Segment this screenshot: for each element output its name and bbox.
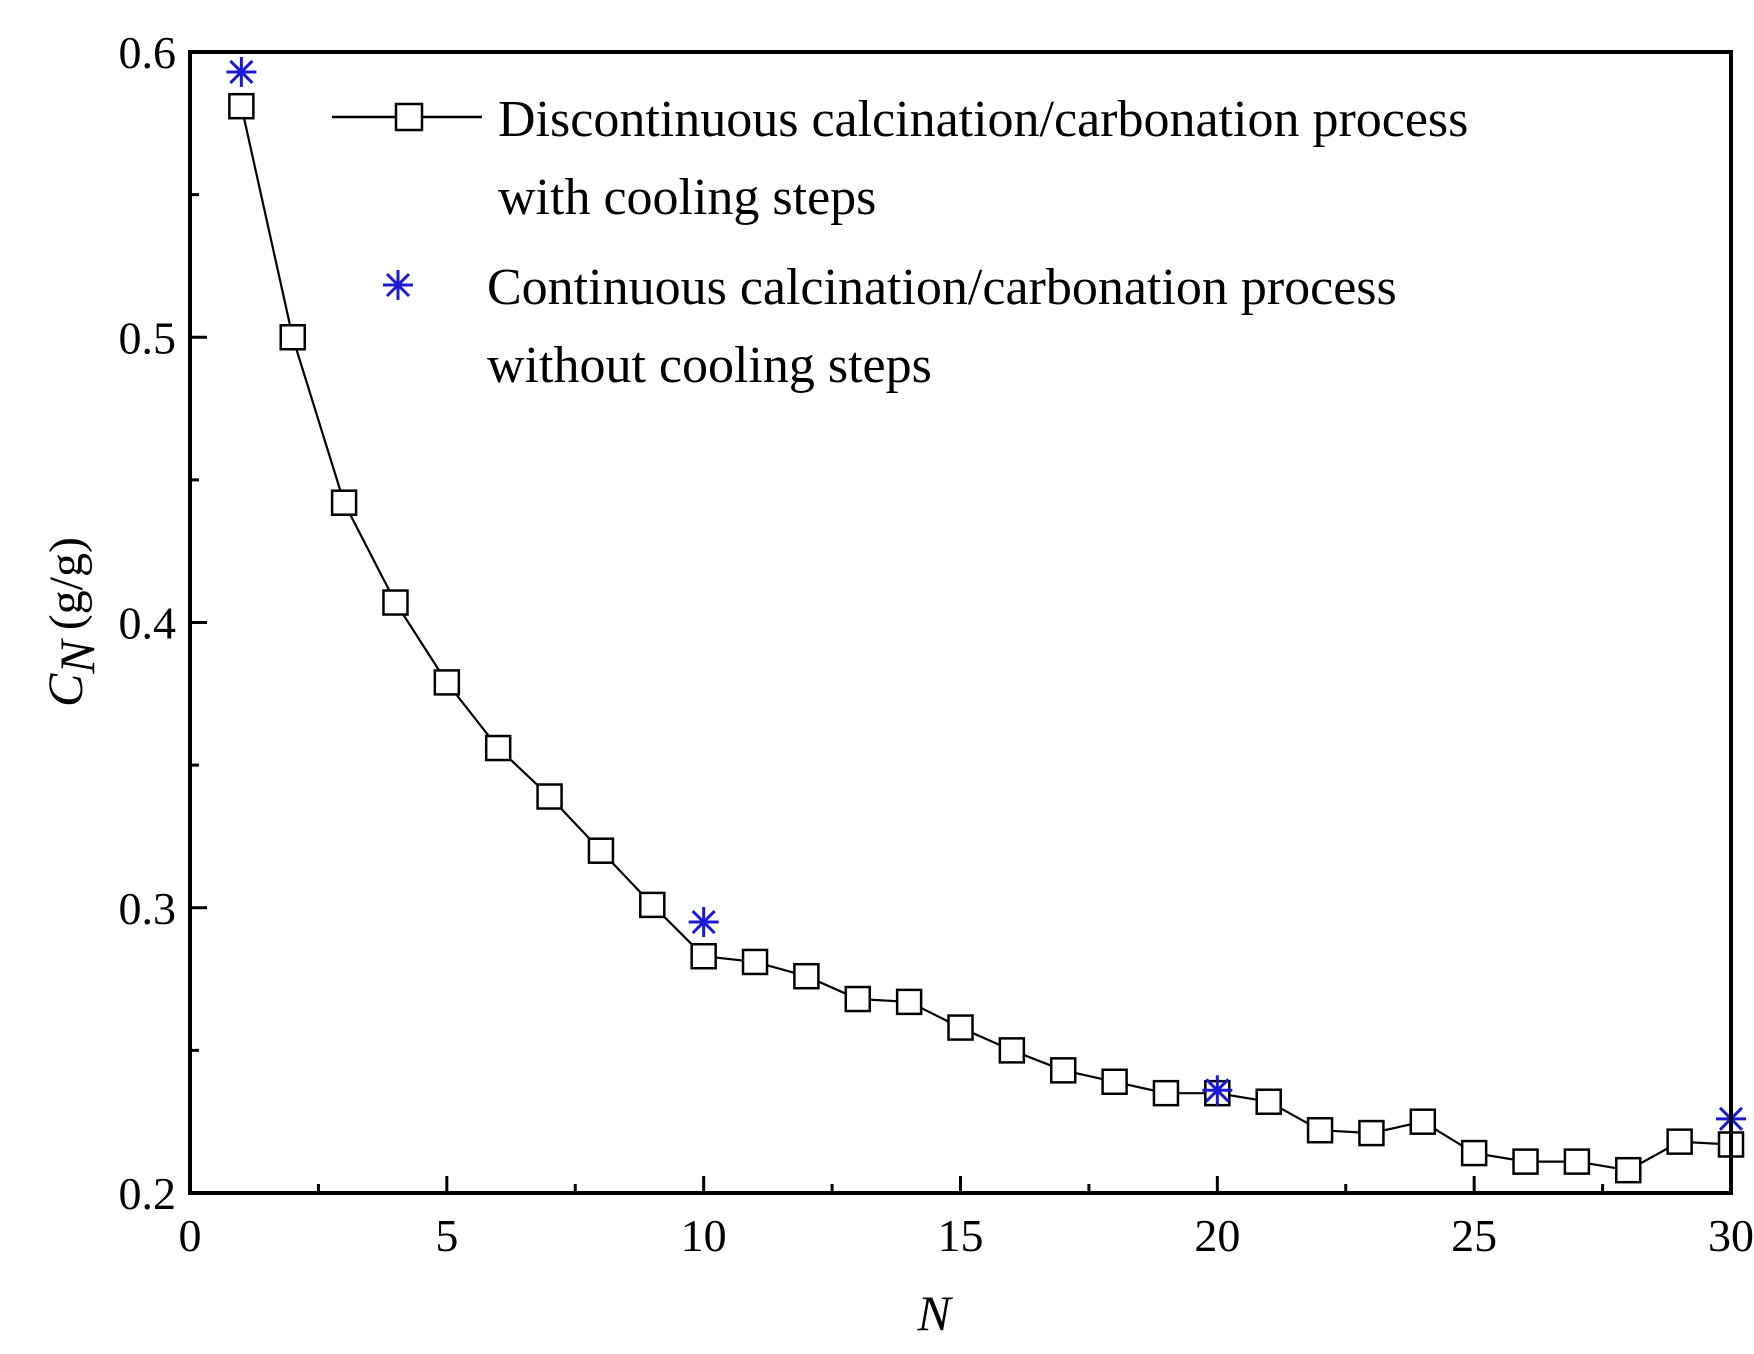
y-tick-label: 0.4 xyxy=(119,598,177,649)
data-point-square xyxy=(690,942,717,970)
data-point-square xyxy=(1152,1079,1180,1107)
data-point-square xyxy=(1563,1148,1591,1175)
svg-text:CN(g/g): CN (g/g) xyxy=(37,537,105,707)
data-point-square xyxy=(1666,1128,1693,1155)
legend-marker-series-1 xyxy=(394,102,424,132)
y-axis-title-group: CN (g/g) xyxy=(37,537,105,707)
data-point-square xyxy=(793,962,820,990)
x-tick-label: 20 xyxy=(1194,1210,1240,1261)
plot-frame xyxy=(188,50,1733,1195)
y-axis-title-symbol: C xyxy=(37,673,93,707)
legend-marker-series-2 xyxy=(383,270,413,300)
data-point-square xyxy=(484,734,512,762)
data-point-square xyxy=(1101,1068,1128,1096)
legend-label-series-2-line-1: Continuous calcination/carbonation proce… xyxy=(487,259,1397,316)
x-tick-label: 15 xyxy=(938,1210,984,1261)
series-layer xyxy=(226,56,1746,1184)
x-tick-label: 30 xyxy=(1708,1210,1754,1261)
series-2 xyxy=(226,56,1746,1134)
data-point-asterisk xyxy=(226,56,257,87)
data-point-square xyxy=(330,489,358,516)
data-point-square xyxy=(1615,1156,1642,1184)
legend: Discontinuous calcination/carbonation pr… xyxy=(332,91,1468,394)
data-point-square xyxy=(433,669,461,696)
data-point-square xyxy=(536,783,563,810)
x-tick-label: 0 xyxy=(179,1210,202,1261)
legend-label-series-1-line-1: Discontinuous calcination/carbonation pr… xyxy=(498,91,1468,148)
data-point-square xyxy=(947,1014,974,1041)
y-tick-label: 0.5 xyxy=(119,312,177,363)
data-point-square xyxy=(639,891,666,919)
data-point-square xyxy=(1409,1108,1437,1135)
x-tick-label: 5 xyxy=(435,1210,458,1261)
data-point-square xyxy=(1512,1148,1539,1175)
legend-label-series-2-line-2: without cooling steps xyxy=(487,337,932,394)
data-point-square xyxy=(895,988,923,1016)
y-axis-title-subscript: N xyxy=(49,638,105,675)
data-point-square xyxy=(1049,1057,1077,1084)
data-point-asterisk xyxy=(688,907,719,938)
data-point-square xyxy=(1460,1139,1488,1167)
x-tick-label: 25 xyxy=(1451,1210,1497,1261)
data-point-square xyxy=(741,948,769,976)
y-tick-label: 0.2 xyxy=(119,1168,177,1219)
legend-label-series-1-line-2: with cooling steps xyxy=(498,169,876,226)
y-axis-title-unit: (g/g) xyxy=(40,537,93,630)
data-point-square xyxy=(844,985,872,1013)
series-1 xyxy=(228,92,1745,1184)
data-point-square xyxy=(1358,1119,1385,1147)
axis-ticks: 0 5 10 15 20 25 30 0.2 0.3 0.4 0.5 0.6 xyxy=(119,27,1754,1261)
data-point-asterisk xyxy=(1202,1075,1233,1106)
data-point-square xyxy=(1255,1088,1282,1115)
data-point-square xyxy=(279,324,306,351)
data-point-square xyxy=(587,837,615,864)
data-point-square xyxy=(1306,1116,1334,1144)
y-tick-label: 0.6 xyxy=(119,27,177,78)
y-tick-label: 0.3 xyxy=(119,883,177,934)
x-tick-label: 10 xyxy=(681,1210,727,1261)
data-point-square xyxy=(228,92,255,120)
data-point-square xyxy=(382,589,409,616)
x-axis-title: N xyxy=(916,1285,953,1341)
data-point-square xyxy=(998,1037,1026,1064)
